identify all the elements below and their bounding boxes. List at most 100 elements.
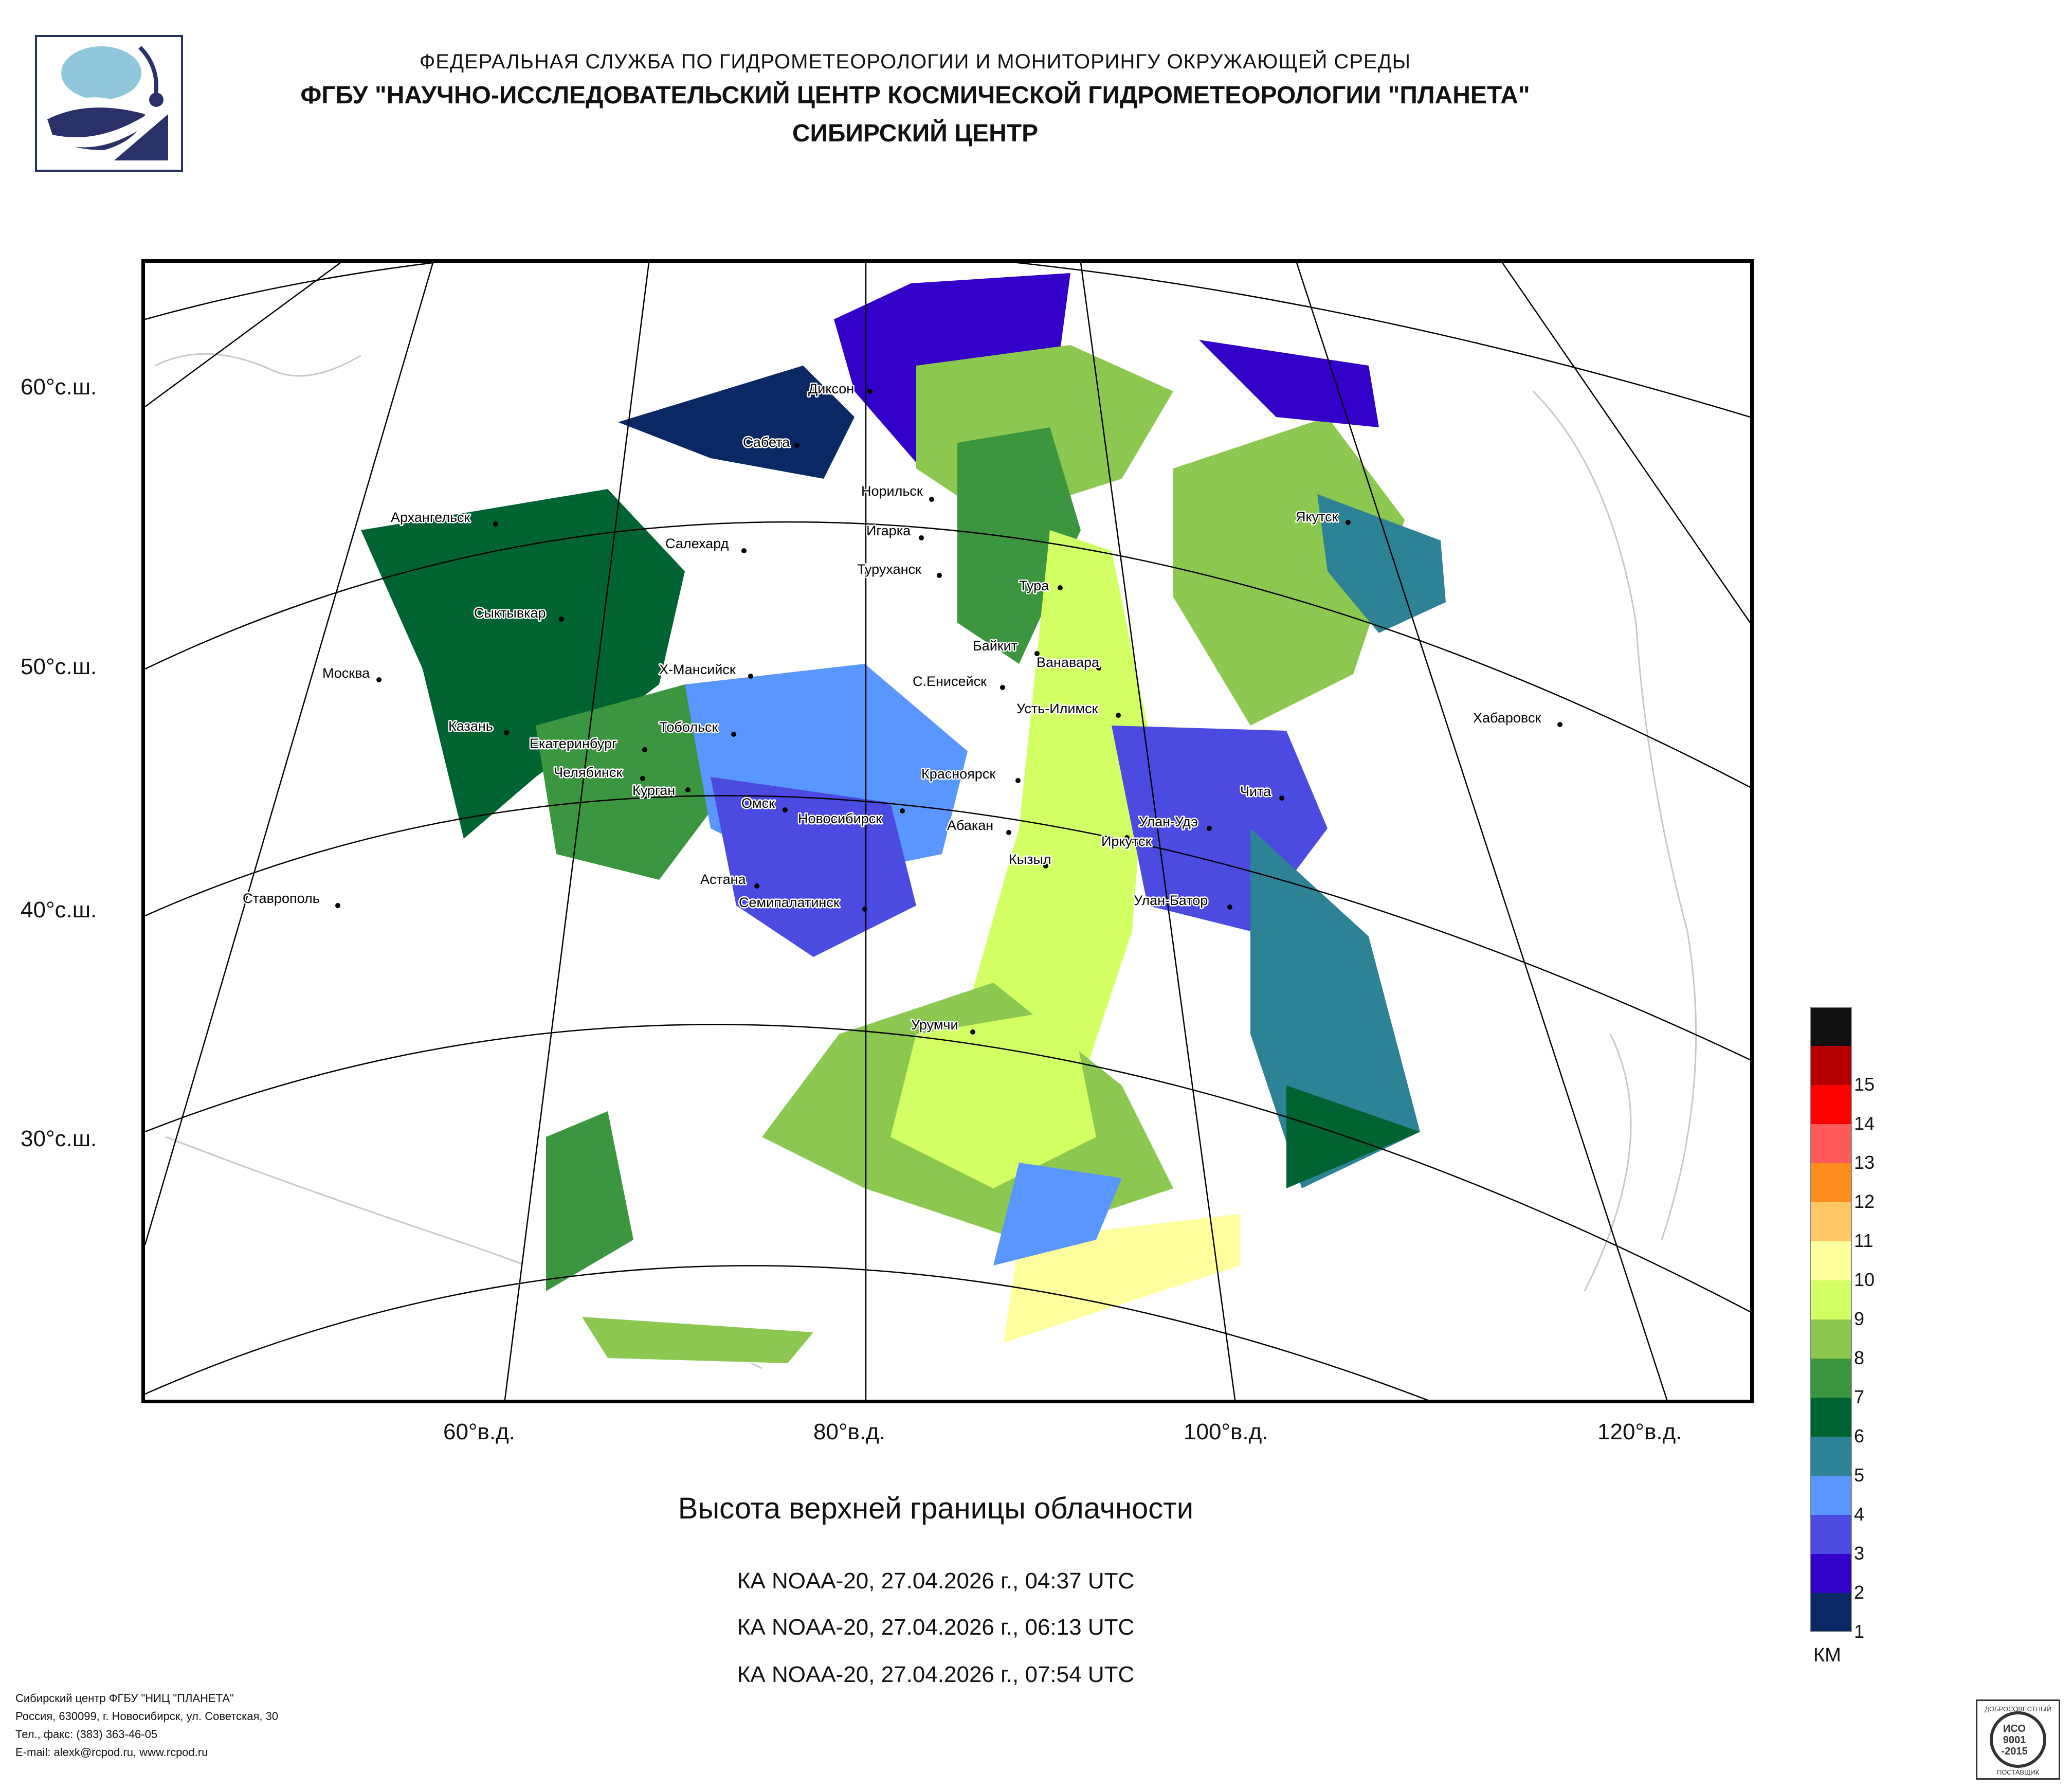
city-label: Сабета xyxy=(743,435,790,450)
legend-unit: КМ xyxy=(1813,1644,1841,1666)
legend-label: 12 xyxy=(1854,1191,1875,1212)
city-label: Диксон xyxy=(808,381,854,396)
legend-label: 5 xyxy=(1854,1464,1865,1486)
city-label: Казань xyxy=(448,718,493,734)
coastline-layer xyxy=(155,353,1697,1369)
legend-swatch xyxy=(1810,1085,1852,1124)
pass-line-1: КА NOAA-20, 27.04.2026 г., 04:37 UTC xyxy=(737,1568,1135,1594)
agency-name: ФЕДЕРАЛЬНАЯ СЛУЖБА ПО ГИДРОМЕТЕОРОЛОГИИ … xyxy=(419,50,1411,73)
pass-line-3: КА NOAA-20, 27.04.2026 г., 07:54 UTC xyxy=(737,1662,1135,1687)
city-label: Челябинск xyxy=(554,765,622,780)
city-label: Улан-Удэ xyxy=(1139,814,1198,829)
city-label: Х-Мансийск xyxy=(659,662,736,677)
footer-phone: Тел., факс: (383) 363-46-05 xyxy=(15,1728,158,1741)
legend-swatch xyxy=(1810,1476,1852,1515)
svg-text:ИСО: ИСО xyxy=(2003,1723,2026,1734)
institute-name: ФГБУ "НАУЧНО-ИССЛЕДОВАТЕЛЬСКИЙ ЦЕНТР КОС… xyxy=(300,82,1530,109)
city-label: Сыктывкар xyxy=(474,605,546,621)
legend-swatch xyxy=(1810,1554,1852,1593)
organization-logo xyxy=(35,35,183,172)
lat-label-40: 40°с.ш. xyxy=(21,897,97,922)
city-label: Салехард xyxy=(665,536,729,551)
city-label: Усть-Илимск xyxy=(1016,701,1098,716)
footer-address: Россия, 630099, г. Новосибирск, ул. Сове… xyxy=(15,1710,279,1723)
city-label: Тобольск xyxy=(659,719,718,735)
height-legend xyxy=(1810,1007,1854,1632)
lat-label-60: 60°с.ш. xyxy=(21,374,97,400)
city-label: Ванавара xyxy=(1037,655,1100,670)
legend-swatch xyxy=(1810,1046,1852,1085)
lat-label-50: 50°с.ш. xyxy=(21,654,97,679)
city-label: Семипалатинск xyxy=(739,895,840,910)
legend-swatch xyxy=(1810,1163,1852,1202)
city-label: Абакан xyxy=(947,818,993,833)
city-label: Кызыл xyxy=(1009,852,1051,867)
city-label: Омск xyxy=(741,795,775,811)
city-label: Новосибирск xyxy=(798,811,882,826)
legend-swatch xyxy=(1810,1437,1852,1476)
legend-swatch xyxy=(1810,1359,1852,1398)
city-label: Тура xyxy=(1019,578,1049,593)
svg-text:9001: 9001 xyxy=(2003,1734,2026,1746)
city-label: Хабаровск xyxy=(1473,710,1541,726)
svg-text:ПОСТАВЩИК: ПОСТАВЩИК xyxy=(1997,1768,2040,1776)
city-label: Архангельск xyxy=(391,510,470,525)
city-label: Астана xyxy=(700,872,746,887)
legend-label: 15 xyxy=(1854,1074,1875,1095)
city-markers xyxy=(335,389,1562,1035)
legend-label: 7 xyxy=(1854,1386,1865,1407)
legend-swatch xyxy=(1810,1593,1852,1632)
lon-label-100: 100°в.д. xyxy=(1184,1419,1268,1444)
city-labels: Диксон Сабета Норильск Архангельск Салех… xyxy=(242,380,1542,1034)
city-label: Ставрополь xyxy=(243,891,320,906)
legend-swatch xyxy=(1810,1007,1852,1046)
footer-email: E-mail: alexk@rcpod.ru, www.rcpod.ru xyxy=(15,1746,208,1759)
map-title: Высота верхней границы облачности xyxy=(678,1492,1194,1525)
lon-label-120: 120°в.д. xyxy=(1597,1419,1682,1444)
lon-label-80: 80°в.д. xyxy=(813,1419,886,1444)
city-label: Игарка xyxy=(866,523,911,538)
legend-swatch xyxy=(1810,1398,1852,1437)
city-label: Чита xyxy=(1240,784,1271,799)
city-label: Москва xyxy=(322,665,370,681)
legend-label: 9 xyxy=(1854,1308,1865,1329)
legend-swatch xyxy=(1810,1124,1852,1163)
city-label: Урумчи xyxy=(911,1017,958,1033)
city-label: Улан-Батор xyxy=(1134,893,1208,908)
city-label: С.Енисейск xyxy=(913,674,987,689)
legend-label: 4 xyxy=(1854,1504,1865,1525)
lon-label-60: 60°в.д. xyxy=(443,1419,516,1444)
city-label: Байкит xyxy=(973,638,1017,654)
city-label: Красноярск xyxy=(921,766,995,782)
lat-label-30: 30°с.ш. xyxy=(21,1126,97,1151)
legend-label: 8 xyxy=(1854,1347,1865,1368)
city-label: Якутск xyxy=(1296,509,1338,524)
pass-line-2: КА NOAA-20, 27.04.2026 г., 06:13 UTC xyxy=(737,1615,1135,1640)
center-name: СИБИРСКИЙ ЦЕНТР xyxy=(792,120,1039,147)
legend-swatch xyxy=(1810,1319,1852,1359)
city-label: Иркутск xyxy=(1101,834,1152,849)
legend-label: 3 xyxy=(1854,1543,1865,1564)
city-label: Туруханск xyxy=(857,562,921,577)
footer-org: Сибирский центр ФГБУ "НИЦ "ПЛАНЕТА" xyxy=(15,1692,234,1705)
legend-label: 10 xyxy=(1854,1269,1875,1290)
legend-swatch xyxy=(1810,1202,1852,1241)
city-label: Курган xyxy=(632,783,675,798)
legend-label: 1 xyxy=(1854,1621,1865,1642)
legend-label: 2 xyxy=(1854,1582,1865,1603)
svg-text:-2015: -2015 xyxy=(2001,1746,2027,1757)
legend-swatch xyxy=(1810,1280,1852,1319)
cloud-top-height-map: Диксон Сабета Норильск Архангельск Салех… xyxy=(141,259,1754,1403)
city-label: Норильск xyxy=(861,483,923,499)
satellite-imagery xyxy=(340,273,1446,1363)
legend-label: 11 xyxy=(1854,1230,1874,1251)
legend-label: 14 xyxy=(1854,1113,1875,1134)
legend-label: 13 xyxy=(1854,1152,1875,1173)
legend-swatch xyxy=(1810,1515,1852,1554)
city-label: Екатеринбург xyxy=(530,736,617,751)
iso-certificate-badge: ДОБРОСОВЕСТНЫЙ ИСО 9001 -2015 ПОСТАВЩИК xyxy=(1976,1699,2060,1780)
legend-label: 6 xyxy=(1854,1425,1865,1446)
graticule xyxy=(145,263,1750,1400)
legend-swatch xyxy=(1810,1241,1852,1280)
svg-text:ДОБРОСОВЕСТНЫЙ: ДОБРОСОВЕСТНЫЙ xyxy=(1985,1705,2051,1713)
